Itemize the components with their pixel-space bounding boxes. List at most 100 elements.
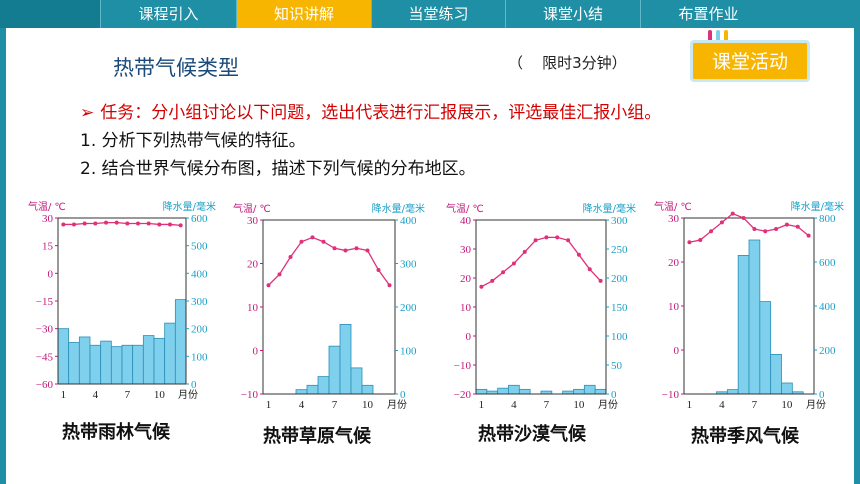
precip-tick-label: 250 <box>611 244 628 256</box>
temperature-point <box>544 235 549 240</box>
temperature-point <box>104 220 108 225</box>
precip-tick-label: 600 <box>191 213 208 225</box>
temp-tick-label: 20 <box>247 259 259 271</box>
temperature-point <box>501 270 506 275</box>
precip-bar <box>57 328 70 385</box>
x-axis-title: 月份 <box>178 389 198 401</box>
precip-bar <box>361 384 374 395</box>
temperature-point <box>354 246 359 251</box>
precip-tick-label: 200 <box>819 345 836 357</box>
precip-tick-label: 200 <box>611 273 628 285</box>
question-1: 1. 分析下列热带气候的特征。 <box>80 131 306 151</box>
temperature-point <box>114 220 119 225</box>
temperature-point <box>763 229 768 234</box>
precip-bar <box>350 367 363 395</box>
month-tick-label: 10 <box>362 399 374 411</box>
precip-bar <box>518 388 531 395</box>
arrow-bullet-icon: ➢ <box>80 103 95 123</box>
precip-bar <box>770 353 782 395</box>
tab-course-intro[interactable]: 课程引入 <box>100 0 236 28</box>
temperature-point <box>321 239 326 244</box>
precip-tick-label: 400 <box>191 268 208 280</box>
temp-axis-title: 气温/ ℃ <box>654 200 692 213</box>
precip-tick-label: 150 <box>611 302 628 314</box>
temperature-point <box>566 238 571 243</box>
time-limit-note: （ 限时3分钟） <box>508 54 627 72</box>
temperature-point <box>125 221 130 226</box>
tab-knowledge-explain[interactable]: 知识讲解 <box>236 0 371 28</box>
temp-tick-label: −10 <box>454 360 472 372</box>
temperature-point <box>587 267 592 272</box>
temperature-point <box>277 272 282 277</box>
tab-class-practice[interactable]: 当堂练习 <box>371 0 505 28</box>
precip-bar <box>174 299 187 385</box>
temperature-point <box>698 238 703 242</box>
temp-tick-label: 40 <box>460 215 472 227</box>
precip-tick-label: 400 <box>819 301 836 313</box>
temp-axis-title: 气温/ ℃ <box>233 202 271 215</box>
temperature-point <box>178 223 183 228</box>
temp-axis-title: 气温/ ℃ <box>28 200 66 213</box>
tab-homework[interactable]: 布置作业 <box>640 0 776 28</box>
nav-left-block <box>0 0 100 28</box>
temperature-point <box>795 224 800 229</box>
temperature-point <box>687 240 692 245</box>
temp-tick-label: 30 <box>668 213 680 225</box>
page-title: 热带气候类型 <box>113 56 239 80</box>
temperature-point <box>752 227 757 231</box>
task-text: 任务：分小组讨论以下问题，选出代表进行汇报展示，评选最佳汇报小组。 <box>100 103 662 123</box>
temperature-point <box>332 246 337 251</box>
temperature-line <box>268 236 391 286</box>
x-axis-title: 月份 <box>387 399 407 411</box>
precip-tick-label: 0 <box>400 389 406 401</box>
precip-bar <box>594 388 607 395</box>
plot-frame <box>475 219 607 395</box>
precip-bar <box>100 340 112 385</box>
precip-axis-title: 降水量/毫米 <box>372 202 425 215</box>
temp-tick-label: 10 <box>460 302 472 314</box>
precip-tick-label: 800 <box>819 213 836 225</box>
month-tick-label: 10 <box>781 399 793 411</box>
precip-bar <box>306 384 319 395</box>
clip-icon <box>716 30 720 44</box>
temp-tick-label: 30 <box>460 244 472 256</box>
precip-tick-label: 300 <box>400 259 417 271</box>
month-tick-label: 1 <box>61 389 66 401</box>
temp-tick-label: −15 <box>36 296 54 308</box>
precip-bar <box>508 384 520 395</box>
precip-tick-label: 100 <box>611 331 628 343</box>
precip-tick-label: 200 <box>400 302 417 314</box>
precip-bar <box>737 255 750 395</box>
month-tick-label: 7 <box>752 399 758 411</box>
clip-icon <box>708 30 712 44</box>
temperature-point <box>741 216 746 220</box>
precip-bar <box>132 344 144 385</box>
question-2: 2. 结合世界气候分布图，描述下列气候的分布地区。 <box>80 159 476 179</box>
temperature-point <box>533 238 538 243</box>
month-tick-label: 4 <box>299 399 305 411</box>
temperature-point <box>784 222 789 227</box>
tab-class-summary[interactable]: 课堂小结 <box>505 0 640 28</box>
temperature-point <box>806 233 811 238</box>
task-instruction: ➢ 任务：分小组讨论以下问题，选出代表进行汇报展示，评选最佳汇报小组。 <box>80 98 661 123</box>
precip-bar <box>164 322 176 385</box>
temp-tick-label: −20 <box>454 389 472 401</box>
precip-bar <box>573 388 585 395</box>
class-activity-button[interactable]: 课堂活动 <box>690 40 810 82</box>
precip-tick-label: 400 <box>400 215 417 227</box>
month-tick-label: 1 <box>266 399 272 411</box>
month-tick-label: 7 <box>544 399 550 411</box>
chart-caption-desert: 热带沙漠气候 <box>478 424 586 445</box>
temperature-point <box>709 229 714 234</box>
temp-tick-label: 0 <box>48 268 54 280</box>
temp-tick-label: 10 <box>668 301 680 313</box>
temperature-point <box>522 249 527 254</box>
right-border-bar <box>854 28 860 484</box>
precip-bar <box>68 342 80 385</box>
top-nav-bar: 课程引入 知识讲解 当堂练习 课堂小结 布置作业 <box>0 0 860 28</box>
precip-axis-title: 降水量/毫米 <box>163 200 216 213</box>
temperature-line <box>481 236 602 288</box>
temperature-point <box>168 222 172 227</box>
precip-bar <box>317 376 330 395</box>
